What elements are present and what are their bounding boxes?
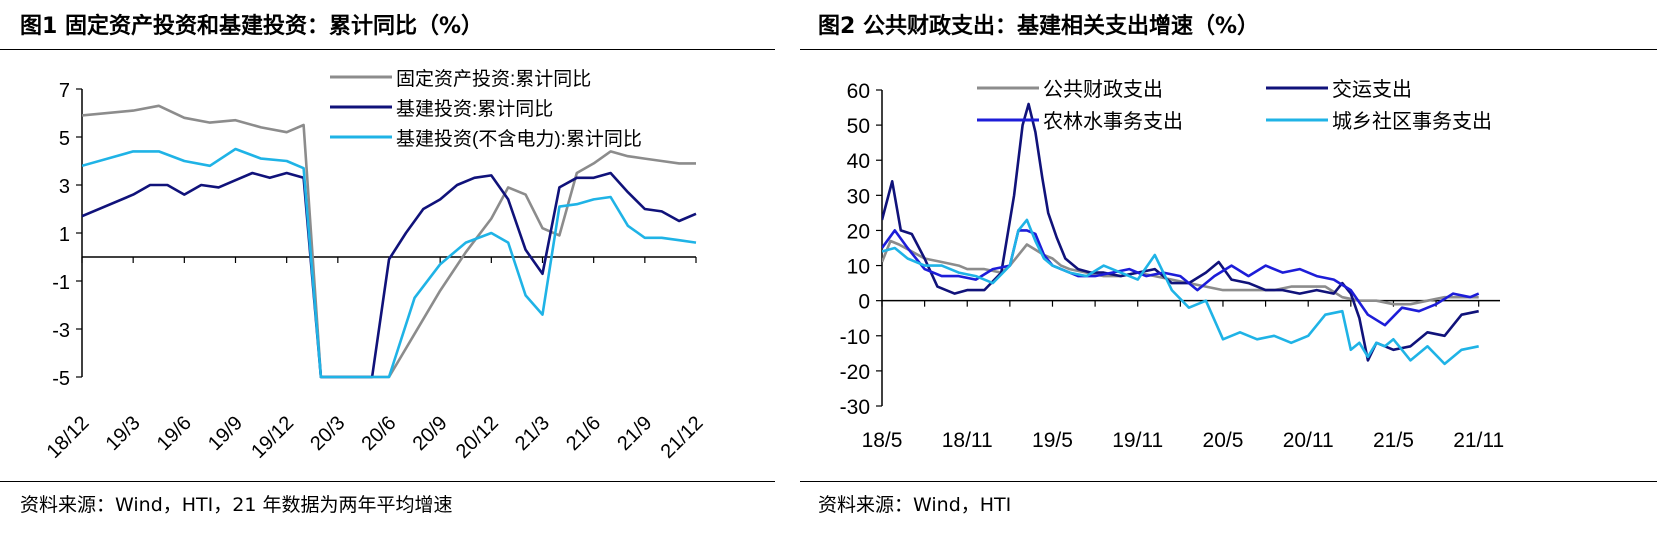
left-y-tick-label: 5 xyxy=(59,128,70,150)
left-y-tick-label: -1 xyxy=(52,272,70,294)
left-legend-label-1: 固定资产投资:累计同比 xyxy=(396,68,591,90)
right-x-tick-label: 20/11 xyxy=(1283,429,1334,452)
left-x-tick-label: 21/3 xyxy=(511,412,554,455)
right-chart-title: 图2 公共财政支出：基建相关支出增速（%） xyxy=(818,14,1260,39)
left-series-line-1 xyxy=(82,104,696,379)
right-series-line-4 xyxy=(882,218,1479,366)
right-legend-label-3: 农林水事务支出 xyxy=(1043,110,1183,133)
left-series-line-3 xyxy=(82,147,697,379)
left-source-rule xyxy=(0,481,775,482)
left-x-tick-label: 19/6 xyxy=(153,412,196,455)
left-x-tick-label: 21/9 xyxy=(613,412,656,455)
right-x-tick-label: 21/11 xyxy=(1453,429,1504,452)
left-x-tick-label: 20/12 xyxy=(452,412,503,463)
left-x-tick-label: 19/3 xyxy=(102,412,145,455)
left-chart-title: 图1 固定资产投资和基建投资：累计同比（%） xyxy=(20,14,484,39)
right-source-note: 资料来源：Wind，HTI xyxy=(818,494,1012,516)
right-source-rule xyxy=(800,481,1657,482)
left-x-tick-label: 20/3 xyxy=(306,412,349,455)
left-series-line-2 xyxy=(82,171,697,379)
left-x-tick-label: 21/6 xyxy=(562,412,605,455)
left-y-tick-label: 3 xyxy=(59,176,70,198)
right-y-tick-label: 20 xyxy=(847,220,870,243)
right-y-tick-label: 30 xyxy=(847,185,870,208)
right-legend-label-2: 交运支出 xyxy=(1332,78,1412,101)
right-y-tick-label: -20 xyxy=(840,361,870,384)
right-y-tick-label: 50 xyxy=(847,115,870,138)
right-y-tick-label: -30 xyxy=(840,396,870,419)
left-x-tick-label: 19/9 xyxy=(204,412,247,455)
right-y-tick-label: 0 xyxy=(858,291,870,314)
right-x-tick-label: 19/5 xyxy=(1032,429,1073,452)
right-y-tick-label: -10 xyxy=(840,326,870,349)
left-legend-label-3: 基建投资(不含电力):累计同比 xyxy=(396,128,642,150)
left-y-tick-label: 7 xyxy=(59,80,70,102)
right-y-tick-label: 10 xyxy=(847,256,870,279)
right-x-tick-label: 19/11 xyxy=(1112,429,1163,452)
left-x-tick-label: 20/9 xyxy=(409,412,452,455)
right-title-rule xyxy=(800,49,1657,50)
left-x-tick-label: 18/12 xyxy=(43,412,94,463)
right-y-tick-label: 60 xyxy=(847,80,870,103)
right-x-tick-label: 20/5 xyxy=(1203,429,1244,452)
left-legend-label-2: 基建投资:累计同比 xyxy=(396,98,553,120)
right-series-line-1 xyxy=(882,239,1479,306)
right-series-line-3 xyxy=(882,229,1480,327)
right-legend-label-4: 城乡社区事务支出 xyxy=(1332,110,1492,133)
right-legend-label-1: 公共财政支出 xyxy=(1043,78,1163,101)
left-x-tick-label: 21/12 xyxy=(657,412,708,463)
left-source-note: 资料来源：Wind，HTI，21 年数据为两年平均增速 xyxy=(20,494,453,516)
left-title-rule xyxy=(0,49,775,50)
right-x-tick-label: 18/11 xyxy=(942,429,993,452)
right-series-line-2 xyxy=(882,102,1479,362)
right-y-tick-label: 40 xyxy=(847,150,870,173)
left-x-tick-label: 20/6 xyxy=(357,412,400,455)
left-x-tick-label: 19/12 xyxy=(247,412,298,463)
left-y-tick-label: -3 xyxy=(52,320,70,342)
right-chart: 60 50 40 30 20 10 0 -10 -20 -30 18/5 18/11 19/5 19/11… xyxy=(840,78,1505,452)
right-x-tick-label: 21/5 xyxy=(1373,429,1414,452)
left-y-tick-label: -5 xyxy=(52,368,70,390)
left-y-tick-label: 1 xyxy=(59,224,70,246)
left-chart: 7 5 3 1 -1 -3 -5 18/12 19/3 19/6 19/9 19/12 20/3 20/6… xyxy=(43,68,708,463)
right-x-tick-label: 18/5 xyxy=(862,429,903,452)
